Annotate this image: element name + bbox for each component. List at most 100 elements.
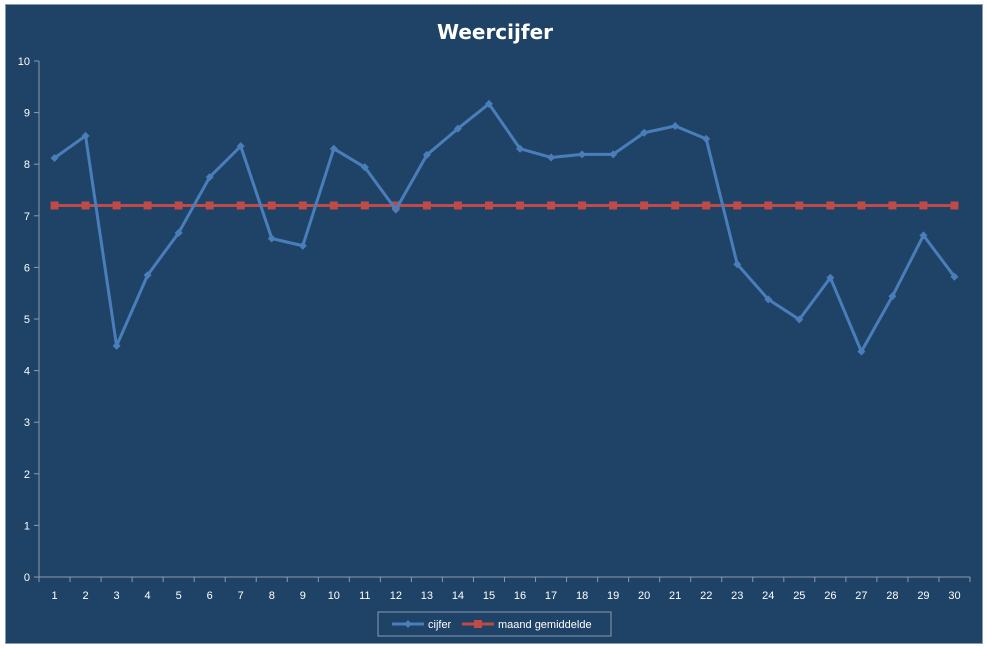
x-tick-label: 15 [483,590,495,602]
x-tick-label: 26 [824,590,836,602]
legend-label-cijfer: cijfer [428,619,452,631]
y-tick-label: 1 [24,520,30,532]
data-point [733,201,742,210]
series-layer [50,99,959,356]
data-point [826,201,835,210]
x-tick-label: 11 [359,590,370,602]
series-cijfer [50,99,959,356]
data-point [453,201,462,210]
data-point [671,122,680,131]
y-tick-label: 0 [24,572,30,584]
data-point [795,201,804,210]
data-point [671,201,680,210]
data-point [267,201,276,210]
data-point [50,201,59,210]
data-point [391,205,400,214]
chart-title: Weercijfer [437,20,553,44]
x-tick-label: 5 [176,590,182,602]
data-point [112,201,121,210]
data-point [360,163,369,172]
y-tick-label: 9 [24,108,30,120]
series-maand-gemiddelde [50,201,959,210]
x-tick-label: 9 [300,590,306,602]
x-tick-label: 19 [607,590,619,602]
y-tick-label: 6 [24,262,30,274]
y-tick-labels: 0 1 2 3 4 5 6 7 8 9 10 [18,56,30,584]
data-point [174,228,183,237]
x-tick-label: 13 [421,590,433,602]
data-point [702,201,711,210]
x-tick-label: 20 [638,590,650,602]
x-tick-label: 29 [917,590,929,602]
legend-label-maand-gemiddelde: maand gemiddelde [498,619,592,631]
x-tick-label: 6 [207,590,213,602]
data-point [516,201,525,210]
data-point [50,154,59,163]
data-point [391,201,400,210]
y-tick-label: 2 [24,469,30,481]
x-tick-label: 25 [793,590,805,602]
x-tick-label: 8 [269,590,275,602]
data-point [516,144,525,153]
y-tick-label: 8 [24,159,30,171]
data-point [857,347,866,356]
data-point [702,134,711,143]
x-tick-label: 27 [855,590,867,602]
data-point [205,173,214,182]
data-point [547,153,556,162]
x-tick-label: 16 [514,590,526,602]
chart-area: Weercijfer 0 1 2 3 4 5 6 7 8 9 10 1 2 3 4 5 6 7 8 9 10 11 12 1… [5,4,983,644]
data-point [329,144,338,153]
data-point [547,201,556,210]
data-point [795,315,804,324]
y-tick-label: 3 [24,417,30,429]
x-tick-label: 12 [390,590,402,602]
axes [34,60,971,582]
data-point [422,150,431,159]
x-tick-label: 30 [948,590,960,602]
data-point [360,201,369,210]
x-tick-label: 2 [82,590,88,602]
data-point [578,150,587,159]
data-point [267,234,276,243]
data-point [857,201,866,210]
data-point [81,131,90,140]
y-tick-label: 5 [24,314,30,326]
x-tick-label: 18 [576,590,588,602]
data-point [236,201,245,210]
data-point [298,201,307,210]
data-point [143,271,152,280]
data-point [826,273,835,282]
x-tick-label: 22 [700,590,712,602]
y-tick-label: 10 [18,56,30,68]
data-point [484,201,493,210]
x-tick-label: 10 [328,590,340,602]
data-point [919,231,928,240]
data-point [329,201,338,210]
data-point [888,201,897,210]
series-line [53,102,956,354]
data-point [578,201,587,210]
y-tick-label: 7 [24,211,30,223]
data-point [950,201,959,210]
data-point [609,150,618,159]
data-point [112,341,121,350]
x-tick-label: 23 [731,590,743,602]
data-point [174,201,183,210]
data-point [453,124,462,133]
legend: cijfer maand gemiddelde [377,611,612,637]
legend-marker-maand-gemiddelde [474,620,482,628]
x-tick-label: 17 [545,590,557,602]
x-tick-label: 7 [238,590,244,602]
legend-box [377,611,612,637]
data-point [205,201,214,210]
x-tick-label: 4 [145,590,151,602]
data-point [640,201,649,210]
data-point [640,128,649,137]
data-point [81,201,90,210]
x-tick-label: 28 [886,590,898,602]
data-point [298,241,307,250]
data-point [764,201,773,210]
x-tick-label: 24 [762,590,774,602]
